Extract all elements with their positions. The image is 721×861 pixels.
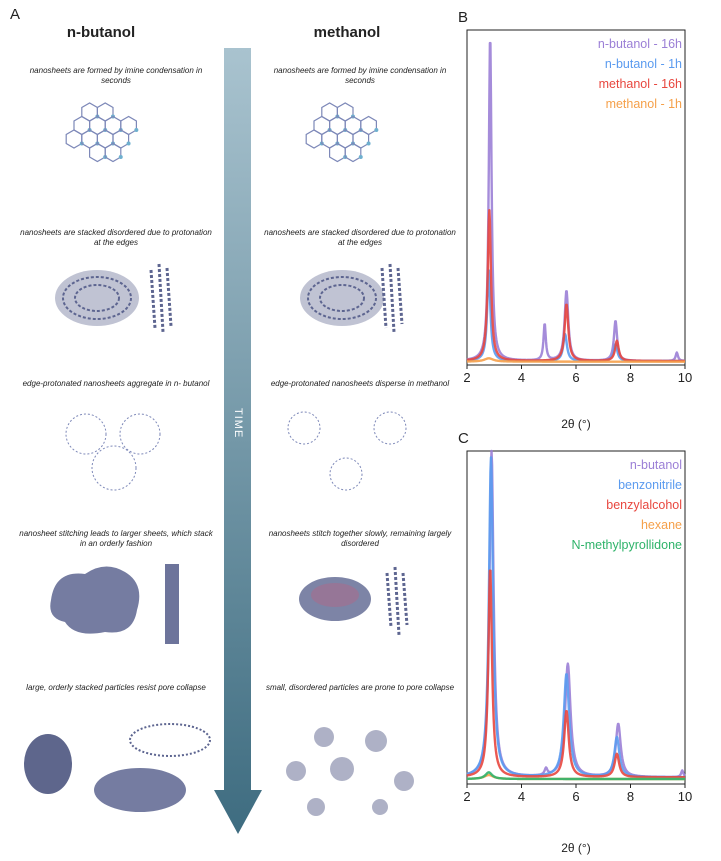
right-small-particles-illustration: [286, 727, 414, 816]
series-line-2: [466, 569, 686, 779]
legend-entry-3: hexane: [641, 518, 682, 532]
chart-b: Bn-butanol - 16h n-butanol - 1h methanol -…: [458, 9, 692, 431]
x-tick-label-4: 10: [678, 370, 692, 385]
left-step-3-text: edge-protonated nanosheets aggregate in …: [22, 379, 210, 388]
x-tick-label-0: 2: [463, 789, 470, 804]
time-arrow-label: TIME: [226, 408, 250, 442]
x-tick-label-1: 4: [518, 370, 525, 385]
right-step-1-text: nanosheets are formed by imine condensat…: [273, 66, 447, 85]
panel-label-b: B: [458, 9, 468, 26]
series-line-2: [466, 208, 686, 363]
legend-entry-1: n-butanol - 1h: [605, 57, 682, 71]
x-axis-title: 2θ (°): [561, 417, 590, 431]
series-line-4: [466, 771, 686, 781]
left-ordered-stack-illustration: [50, 564, 179, 644]
right-step-2-text: nanosheets are stacked disordered due to…: [264, 228, 456, 247]
x-tick-label-3: 8: [627, 789, 634, 804]
right-step-5-text: small, disordered particles are prone to…: [265, 683, 455, 692]
right-disperse-illustration: [287, 411, 407, 491]
left-stacked-disordered-illustration: [55, 263, 173, 333]
x-tick-label-0: 2: [463, 370, 470, 385]
left-aggregate-illustration: [65, 413, 161, 491]
legend-entry-1: benzonitrile: [618, 478, 682, 492]
x-tick-label-3: 8: [627, 370, 634, 385]
right-step-4-text: nanosheets stitch together slowly, remai…: [268, 529, 452, 548]
x-axis-title: 2θ (°): [561, 841, 590, 855]
left-column-header: n-butanol: [66, 24, 136, 41]
left-step-1-text: nanosheets are formed by imine condensat…: [29, 66, 203, 85]
right-stacked-disordered-illustration: [300, 263, 404, 333]
time-label-text: TIME: [232, 408, 244, 439]
right-step-3-text: edge-protonated nanosheets disperse in m…: [270, 379, 450, 388]
left-nanosheet-illustration: [65, 102, 139, 163]
right-nanosheet-illustration: [305, 102, 379, 163]
series-line-1: [466, 269, 686, 363]
legend-entry-4: N-methylpyrollidone: [572, 538, 683, 552]
time-arrow: [214, 48, 262, 834]
x-tick-label-2: 6: [572, 370, 579, 385]
legend-entry-2: benzylalcohol: [606, 498, 682, 512]
panel-label-c: C: [458, 430, 469, 447]
right-disordered-stack-illustration: [299, 566, 409, 636]
legend-entry-0: n-butanol - 16h: [598, 37, 682, 51]
right-column-header: methanol: [313, 24, 381, 41]
left-step-2-text: nanosheets are stacked disordered due to…: [20, 228, 212, 247]
x-tick-label-2: 6: [572, 789, 579, 804]
legend-entry-3: methanol - 1h: [606, 97, 682, 111]
left-step-4-text: nanosheet stitching leads to larger shee…: [19, 529, 213, 548]
legend-entry-2: methanol - 16h: [599, 77, 682, 91]
x-tick-label-4: 10: [678, 789, 692, 804]
series-line-3: [466, 357, 686, 363]
x-tick-label-1: 4: [518, 789, 525, 804]
left-step-5-text: large, orderly stacked particles resist …: [26, 683, 206, 692]
left-large-particles-illustration: [24, 723, 211, 812]
chart-c: Cn-butanol benzonitrile benzylalcohol hexan…: [458, 430, 692, 855]
legend-entry-0: n-butanol: [630, 458, 682, 472]
panel-label-a: A: [10, 6, 21, 23]
